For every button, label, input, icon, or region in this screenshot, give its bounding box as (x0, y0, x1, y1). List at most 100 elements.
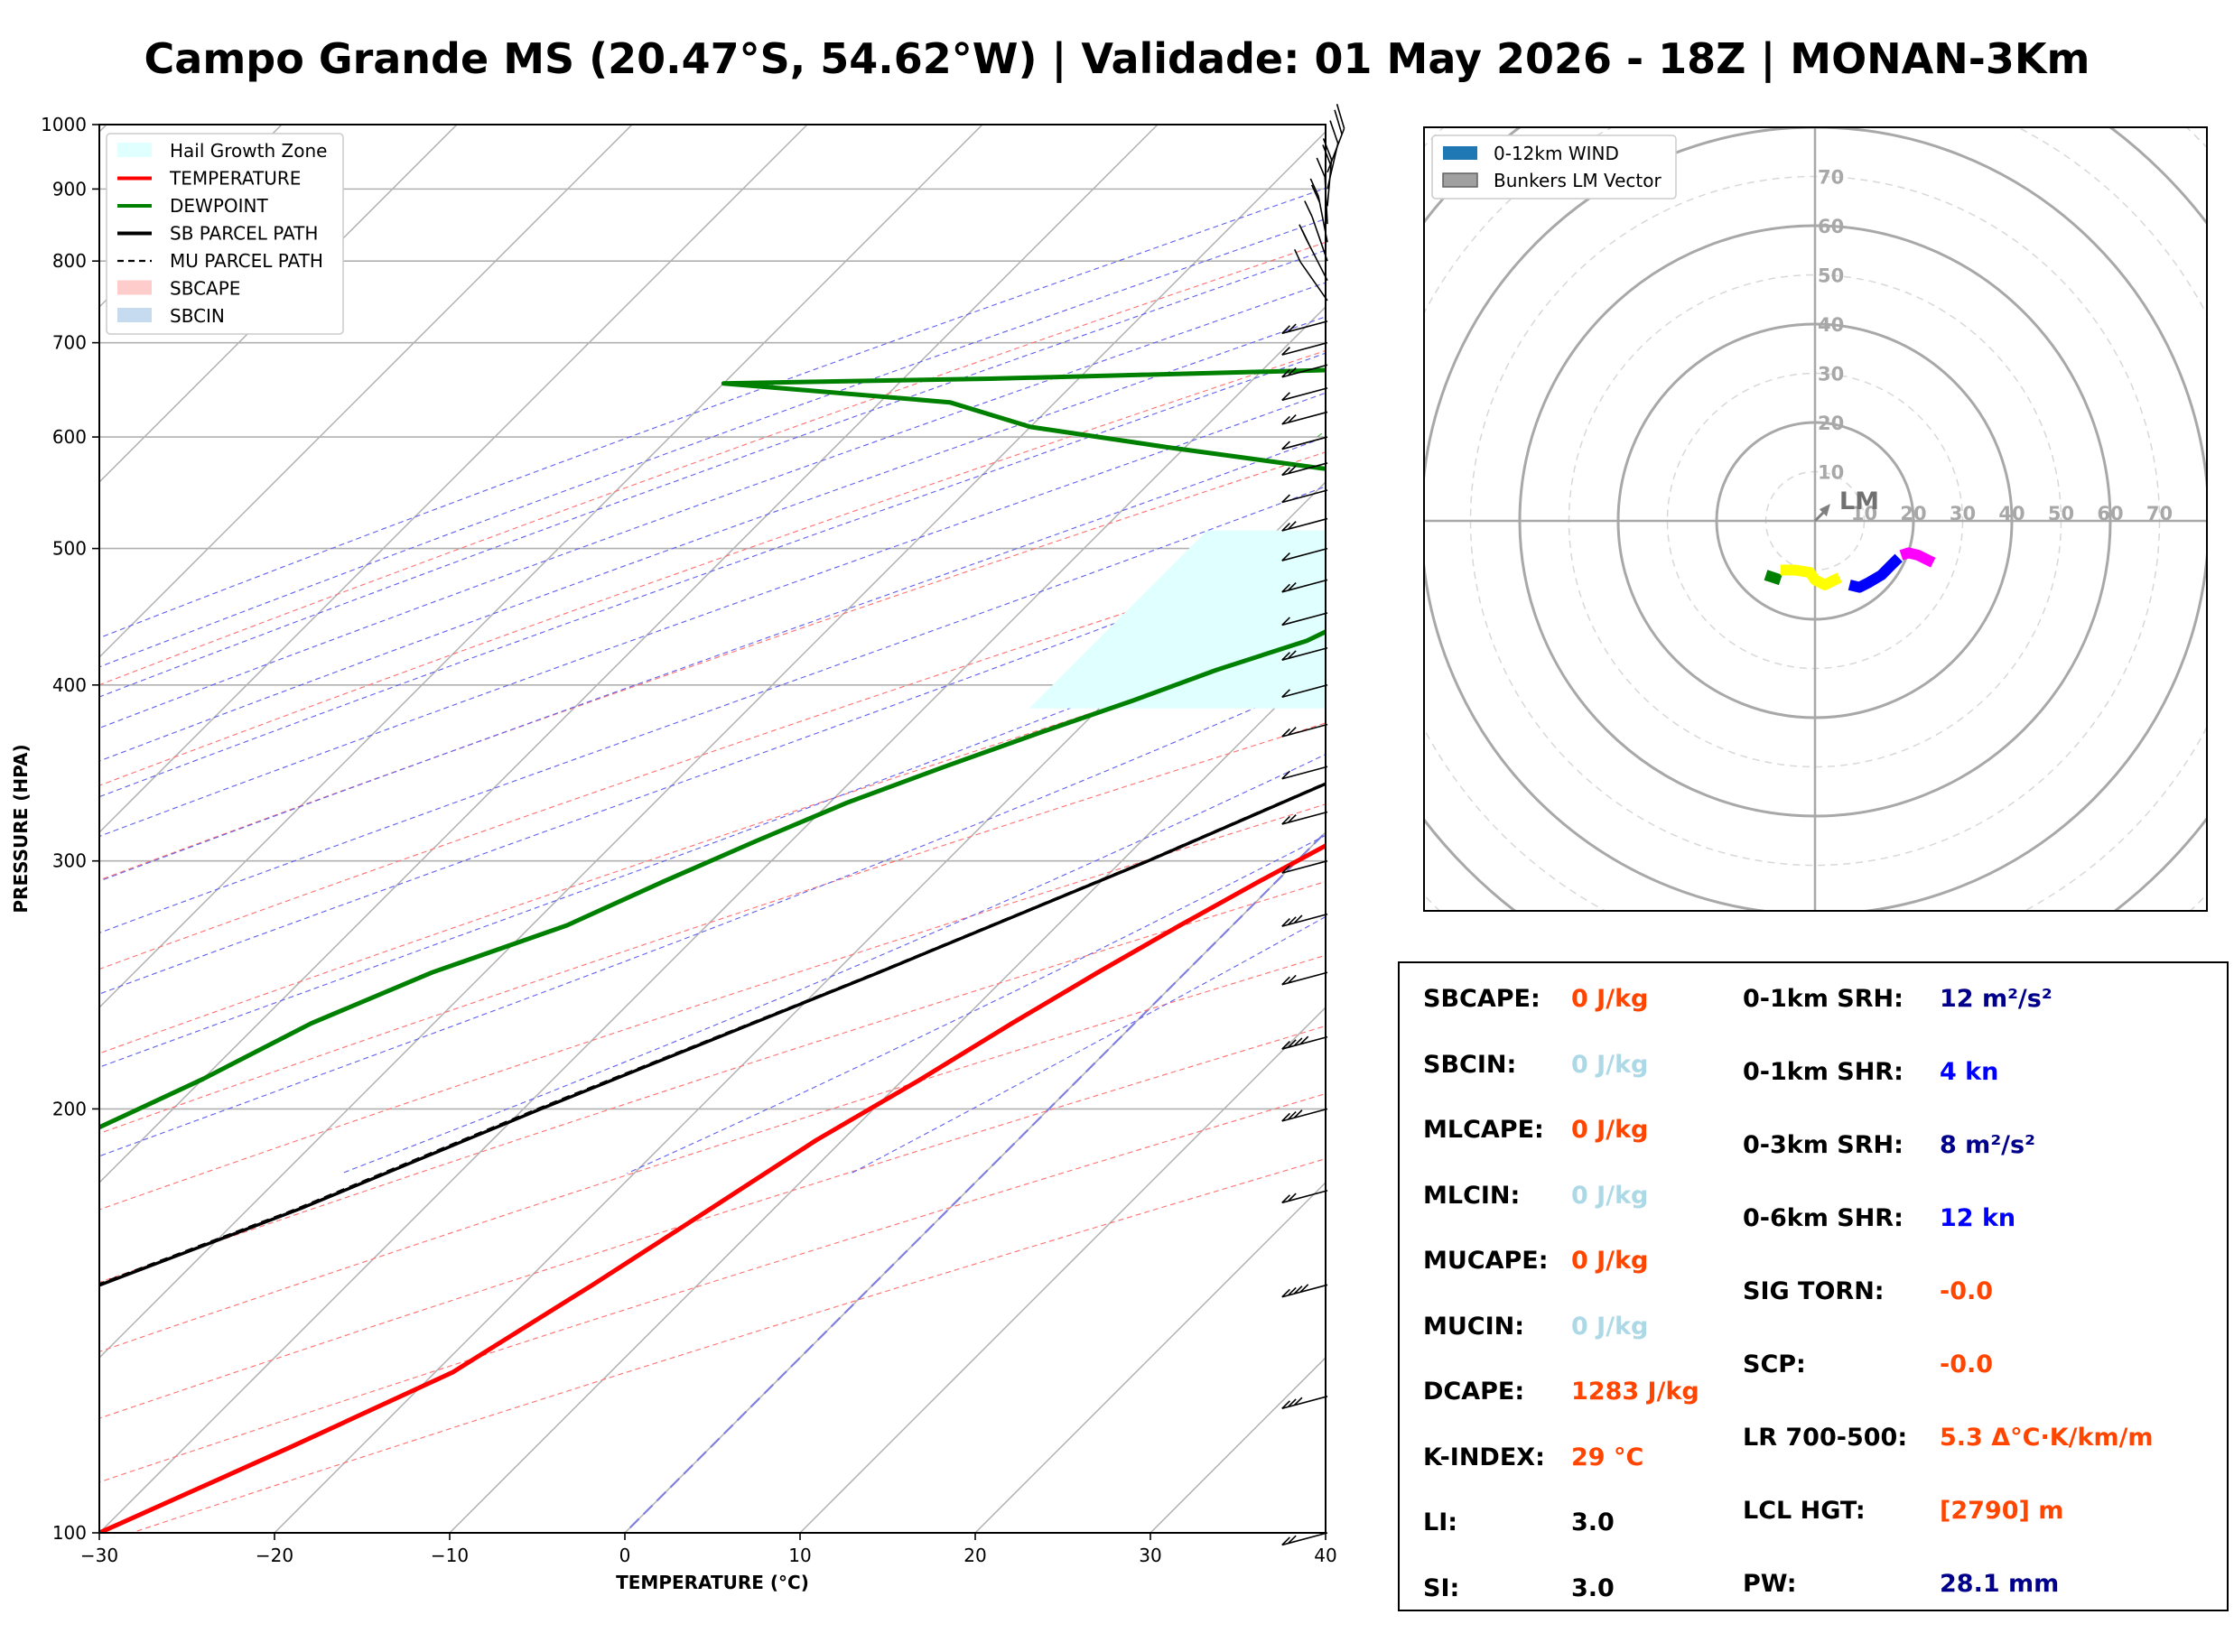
wind-barb (1281, 1108, 1328, 1122)
stat-value: 0 J/kg (1571, 1247, 1649, 1275)
hodograph-segment (1848, 553, 1903, 593)
y-tick-label: 400 (52, 674, 87, 696)
stat-label: SIG TORN: (1743, 1277, 1885, 1305)
wind-barb (1281, 723, 1328, 738)
stat-value: 0 J/kg (1571, 1116, 1649, 1144)
x-tick-label: 10 (788, 1545, 811, 1566)
stat-value: 4 kn (1940, 1058, 1999, 1086)
ring-label-y: 50 (1818, 265, 1844, 287)
wind-barb (1281, 971, 1328, 986)
wind-barb (1281, 547, 1328, 561)
stat-value: 8 m²/s² (1940, 1131, 2035, 1159)
stat-label: 0-6km SHR: (1743, 1204, 1904, 1232)
hail-growth-zone (1029, 530, 1326, 709)
x-axis-label: TEMPERATURE (°C) (616, 1572, 809, 1593)
moist-adiabat (99, 486, 1326, 934)
stat-label: MUCAPE: (1423, 1247, 1549, 1275)
legend-swatch (117, 308, 152, 322)
isotherm-line (99, 305, 1326, 1533)
stat-label: 0-1km SRH: (1743, 985, 1904, 1013)
stat-value: 0 J/kg (1571, 1050, 1649, 1079)
dry-adiabat (99, 349, 1326, 786)
x-tick-label: −10 (431, 1545, 469, 1566)
stat-value: 1283 J/kg (1571, 1378, 1699, 1406)
legend-label: Bunkers LM Vector (1494, 170, 1662, 191)
y-tick-label: 600 (52, 426, 87, 448)
wind-barb (1281, 1284, 1328, 1298)
wind-barb (1281, 341, 1328, 356)
wind-barb (1281, 1035, 1328, 1050)
wind-barb (1281, 462, 1328, 477)
x-tick-label: −20 (256, 1545, 293, 1566)
x-tick-label: −30 (80, 1545, 118, 1566)
stat-label: DCAPE: (1423, 1378, 1525, 1406)
stat-label: SBCAPE: (1423, 985, 1541, 1013)
hodograph-segment (1764, 570, 1783, 586)
stat-value: 3.0 (1571, 1573, 1615, 1602)
x-tick-label: 0 (619, 1545, 631, 1566)
legend-label: MU PARCEL PATH (170, 250, 323, 272)
stat-label: PW: (1743, 1570, 1797, 1598)
stat-label: LCL HGT: (1743, 1497, 1866, 1525)
ring-label-x: 40 (1998, 503, 2025, 524)
moist-adiabat (99, 392, 1326, 838)
stat-value: -0.0 (1940, 1277, 1994, 1305)
lm-label: LM (1839, 487, 1879, 515)
wind-barb (1281, 646, 1328, 661)
legend-label: TEMPERATURE (169, 168, 301, 190)
legend-swatch (1442, 172, 1478, 188)
moist-adiabat (99, 542, 1326, 995)
wind-barb (1281, 859, 1328, 874)
y-tick-label: 1000 (41, 114, 87, 135)
stat-label: K-INDEX: (1423, 1443, 1545, 1471)
stat-value: -0.0 (1940, 1350, 1994, 1378)
freezing-isotherm (624, 831, 1326, 1533)
stat-value: 0 J/kg (1571, 1181, 1649, 1210)
dry-adiabat (99, 241, 1326, 686)
isotherm-line (99, 130, 1326, 1360)
wind-barb (1281, 1190, 1328, 1204)
wind-barb (1281, 1396, 1328, 1410)
legend-label: SBCIN (170, 305, 225, 327)
stat-label: MLCIN: (1423, 1181, 1521, 1210)
wind-barb (1281, 436, 1328, 450)
y-axis-label: PRESSURE (HPA) (10, 744, 32, 913)
stat-label: SI: (1423, 1573, 1460, 1602)
wind-barb (1299, 224, 1328, 282)
stat-value: 28.1 mm (1940, 1570, 2060, 1598)
page-title: Campo Grande MS (20.47°S, 54.62°W) | Val… (144, 34, 2090, 83)
wind-barb (1322, 138, 1333, 207)
ring-label-y: 30 (1818, 364, 1844, 385)
ring-label-x: 10 (1851, 503, 1877, 524)
moist-adiabat (99, 249, 1326, 698)
moist-adiabat (99, 218, 1326, 668)
wind-barb (1281, 684, 1328, 699)
moist-adiabat (99, 436, 1326, 882)
wind-barb (1281, 517, 1328, 532)
skewt-legend: Hail Growth Zone TEMPERATURE DEWPOINT SB PA… (106, 133, 344, 335)
wind-barb (1281, 364, 1328, 378)
ring-label-x: 70 (2146, 503, 2173, 524)
isotherm-line (99, 125, 633, 659)
sounding-parameters-panel: SBCAPE: 0 J/kg SBCIN: 0 J/kg MLCAPE: 0 J/kg ML… (1398, 961, 2229, 1611)
stat-label: MUCIN: (1423, 1312, 1525, 1341)
series-dewpoint (99, 367, 1326, 1130)
legend-swatch (117, 280, 152, 295)
wind-barb (1281, 387, 1328, 402)
stat-value: 0 J/kg (1571, 985, 1649, 1013)
moist-adiabat (99, 352, 1326, 798)
stat-value: 5.3 Δ°C·K/km/m (1940, 1424, 2154, 1452)
legend-swatch (1443, 146, 1477, 160)
isotherm-line (449, 655, 1326, 1533)
wind-barb (1281, 766, 1328, 780)
y-tick-label: 800 (52, 250, 87, 272)
ring-label-x: 20 (1900, 503, 1926, 524)
stat-label: LR 700-500: (1743, 1424, 1908, 1452)
wind-barb (1326, 104, 1345, 173)
isotherm-line (99, 125, 808, 834)
isotherm-line (799, 1006, 1326, 1533)
y-tick-label: 900 (52, 178, 87, 200)
ring-label-y: 70 (1818, 167, 1844, 189)
y-tick-label: 100 (52, 1522, 87, 1544)
